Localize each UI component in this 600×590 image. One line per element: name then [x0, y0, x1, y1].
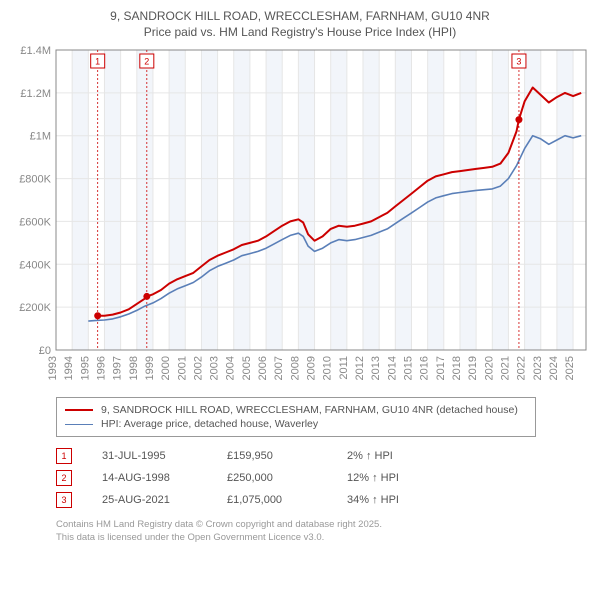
chart-title: 9, SANDROCK HILL ROAD, WRECCLESHAM, FARN…: [10, 8, 590, 40]
sale-price: £250,000: [227, 472, 317, 484]
svg-text:£1M: £1M: [30, 131, 51, 143]
svg-text:2000: 2000: [160, 356, 172, 380]
chart-svg: £0 £200K £400K £600K £800K £1M £1.2M £1.4M 1993 1…: [10, 46, 590, 391]
chart-container: 9, SANDROCK HILL ROAD, WRECCLESHAM, FARN…: [0, 0, 600, 554]
svg-text:2021: 2021: [499, 356, 511, 380]
svg-text:£1.2M: £1.2M: [20, 88, 51, 100]
sale-marker-box: 3: [56, 492, 72, 508]
svg-text:2009: 2009: [306, 356, 318, 380]
sale-date: 31-JUL-1995: [102, 450, 197, 462]
title-line-1: 9, SANDROCK HILL ROAD, WRECCLESHAM, FARN…: [110, 9, 490, 23]
svg-text:2015: 2015: [402, 356, 414, 380]
sale-price: £159,950: [227, 450, 317, 462]
attribution-footer: Contains HM Land Registry data © Crown c…: [56, 519, 590, 544]
svg-text:1993: 1993: [47, 356, 59, 380]
svg-text:2020: 2020: [483, 356, 495, 380]
svg-text:1998: 1998: [128, 356, 140, 380]
legend-swatch: [65, 409, 93, 411]
svg-text:1995: 1995: [79, 356, 91, 380]
svg-text:£600K: £600K: [19, 217, 51, 229]
svg-text:2004: 2004: [225, 356, 237, 380]
svg-text:2017: 2017: [435, 356, 447, 380]
svg-text:2024: 2024: [548, 356, 560, 380]
sale-row: 3 25-AUG-2021 £1,075,000 34% ↑ HPI: [56, 489, 590, 511]
svg-text:2010: 2010: [322, 356, 334, 380]
chart-plot: £0 £200K £400K £600K £800K £1M £1.2M £1.4M 1993 1…: [10, 46, 590, 391]
sale-marker-box: 2: [56, 470, 72, 486]
svg-text:£200K: £200K: [19, 303, 51, 315]
svg-text:1994: 1994: [63, 356, 75, 380]
sale-delta: 34% ↑ HPI: [347, 494, 437, 506]
svg-text:2011: 2011: [338, 356, 350, 380]
svg-text:2018: 2018: [451, 356, 463, 380]
svg-text:£400K: £400K: [19, 260, 51, 272]
legend-swatch: [65, 424, 93, 425]
svg-text:2: 2: [144, 57, 149, 67]
sale-marker-box: 1: [56, 448, 72, 464]
svg-text:1999: 1999: [144, 356, 156, 380]
sale-row: 1 31-JUL-1995 £159,950 2% ↑ HPI: [56, 445, 590, 467]
sale-date: 14-AUG-1998: [102, 472, 197, 484]
title-line-2: Price paid vs. HM Land Registry's House …: [144, 25, 456, 39]
svg-text:2001: 2001: [176, 356, 188, 380]
svg-text:2023: 2023: [532, 356, 544, 380]
svg-text:1: 1: [95, 57, 100, 67]
svg-text:2014: 2014: [386, 356, 398, 380]
sale-price: £1,075,000: [227, 494, 317, 506]
svg-text:2005: 2005: [241, 356, 253, 380]
sale-date: 25-AUG-2021: [102, 494, 197, 506]
svg-text:1996: 1996: [95, 356, 107, 380]
legend: 9, SANDROCK HILL ROAD, WRECCLESHAM, FARN…: [56, 397, 536, 437]
svg-text:2016: 2016: [419, 356, 431, 380]
svg-text:3: 3: [516, 57, 521, 67]
legend-item: HPI: Average price, detached house, Wave…: [65, 417, 527, 431]
sales-table: 1 31-JUL-1995 £159,950 2% ↑ HPI 2 14-AUG-1998…: [56, 445, 590, 511]
svg-text:2007: 2007: [273, 356, 285, 380]
svg-text:2013: 2013: [370, 356, 382, 380]
sale-row: 2 14-AUG-1998 £250,000 12% ↑ HPI: [56, 467, 590, 489]
svg-text:£0: £0: [39, 345, 51, 357]
svg-text:2008: 2008: [289, 356, 301, 380]
footer-line-1: Contains HM Land Registry data © Crown c…: [56, 519, 382, 530]
svg-text:2025: 2025: [564, 356, 576, 380]
svg-text:1997: 1997: [112, 356, 124, 380]
svg-text:£800K: £800K: [19, 174, 51, 186]
sale-delta: 2% ↑ HPI: [347, 450, 437, 462]
legend-item: 9, SANDROCK HILL ROAD, WRECCLESHAM, FARN…: [65, 403, 527, 417]
footer-line-2: This data is licensed under the Open Gov…: [56, 532, 324, 543]
svg-text:£1.4M: £1.4M: [20, 46, 51, 57]
svg-text:2019: 2019: [467, 356, 479, 380]
svg-text:2012: 2012: [354, 356, 366, 380]
svg-text:2002: 2002: [192, 356, 204, 380]
svg-text:2006: 2006: [257, 356, 269, 380]
svg-text:2003: 2003: [209, 356, 221, 380]
sale-delta: 12% ↑ HPI: [347, 472, 437, 484]
svg-text:2022: 2022: [516, 356, 528, 380]
legend-label: 9, SANDROCK HILL ROAD, WRECCLESHAM, FARN…: [101, 404, 518, 416]
legend-label: HPI: Average price, detached house, Wave…: [101, 418, 318, 430]
